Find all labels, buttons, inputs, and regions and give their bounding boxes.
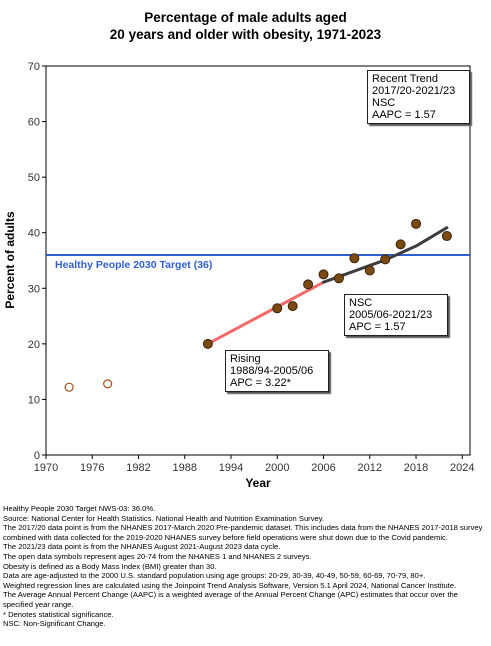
footnote: * Denotes statistical significance. [3,609,114,619]
annotation-recent-trend: Recent Trend 2017/20-2021/23 NSC AAPC = … [367,70,470,124]
data-point [441,231,452,242]
data-point [333,273,344,284]
x-tick-label: 2018 [404,462,428,474]
footnote: The Average Annual Percent Change (AAPC)… [3,590,458,609]
data-point [380,254,391,265]
x-tick-label: 2024 [450,462,474,474]
x-tick-label: 2006 [311,462,335,474]
y-tick-label: 30 [28,283,40,295]
y-tick-label: 50 [28,172,40,184]
healthy-people-target-label: Healthy People 2030 Target (36) [55,259,213,271]
x-tick-label: 1982 [126,462,150,474]
x-tick-label: 1976 [80,462,104,474]
annotation-line: 2005/06-2021/23 [349,309,433,321]
annotation-rising-trend: Rising 1988/94-2005/06 APC = 3.22* [225,350,329,392]
footnotes: Healthy People 2030 Target NWS-03: 36.0%… [3,504,489,629]
x-tick-label: 1970 [34,462,58,474]
y-tick-label: 10 [28,394,40,406]
data-point [411,218,422,229]
y-axis-ticks: 0 10 20 30 40 50 60 70 [28,61,46,462]
footnote: Data are age-adjusted to the 2000 U.S. s… [3,571,426,581]
y-tick-label: 60 [28,117,40,129]
annotation-line: APC = 3.22* [230,377,291,389]
annotation-line: 2017/20-2021/23 [372,85,456,97]
chart-title-line-1: Percentage of male adults aged [144,10,347,25]
x-axis-label: Year [245,476,271,490]
y-axis-label: Percent of adults [3,211,17,309]
footnote: NSC: Non-Significant Change. [3,619,106,629]
x-tick-label: 1988 [173,462,197,474]
data-point [303,279,314,290]
y-tick-label: 70 [28,61,40,73]
footnote: Source: National Center for Health Stati… [3,513,325,523]
annotation-line: APC = 1.57 [349,321,406,333]
annotation-line: 1988/94-2005/06 [230,365,314,377]
data-point [287,301,298,312]
x-tick-label: 1994 [219,462,243,474]
data-point [395,239,406,250]
data-point [272,303,283,314]
y-tick-label: 40 [28,228,40,240]
footnote: The open data symbols represent ages 20-… [3,551,312,561]
footnote: Healthy People 2030 Target NWS-03: 36.0%… [3,504,156,513]
data-point [318,269,329,280]
y-tick-label: 20 [28,339,40,351]
footnote: Obesity is defined as a Body Mass Index … [3,561,217,571]
annotation-line: NSC [349,297,373,309]
data-point [349,253,360,264]
footnote: The 2017/20 data point is from the NHANE… [3,523,483,542]
footnote: Weighted regression lines are calculated… [3,580,457,590]
data-point-open [103,379,113,389]
trend-line-rising [206,280,326,346]
x-tick-label: 2000 [265,462,289,474]
footnote: The 2021/23 data point is from the NHANE… [3,542,281,552]
chart-title-line-2: 20 years and older with obesity, 1971-20… [109,27,382,42]
annotation-nsc-trend: NSC 2005/06-2021/23 APC = 1.57 [344,294,448,336]
data-point-open [64,382,74,392]
data-point [364,265,375,276]
chart-title: Percentage of male adults aged 20 years … [0,9,491,43]
x-tick-label: 2012 [358,462,382,474]
x-axis-ticks: 1970 1976 1982 1988 1994 2000 2006 2012 2018 2024 [34,455,475,474]
data-point [202,338,213,349]
annotation-line: AAPC = 1.57 [372,109,436,121]
data-points [64,218,452,392]
annotation-line: Recent Trend [372,73,439,85]
y-tick-label: 0 [34,450,40,462]
annotation-line: NSC [372,97,396,109]
annotation-line: Rising [230,353,261,365]
